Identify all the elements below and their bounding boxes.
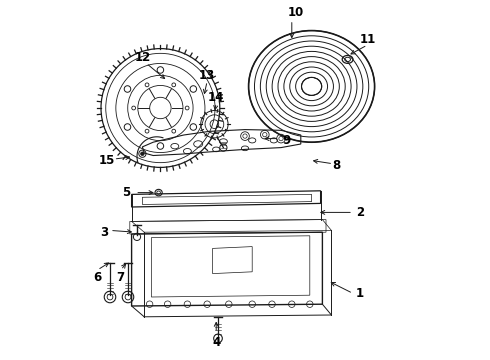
Text: 13: 13 [199, 69, 215, 82]
Text: 1: 1 [356, 287, 364, 300]
Text: 9: 9 [282, 134, 291, 147]
Text: 11: 11 [359, 33, 375, 46]
Circle shape [141, 152, 144, 156]
Text: 15: 15 [98, 154, 115, 167]
Text: 12: 12 [134, 51, 150, 64]
Text: 14: 14 [208, 91, 224, 104]
Text: 8: 8 [333, 159, 341, 172]
Text: 7: 7 [117, 271, 125, 284]
Text: 6: 6 [93, 271, 101, 284]
Text: 2: 2 [356, 206, 364, 219]
Text: 4: 4 [212, 336, 220, 348]
Text: 3: 3 [100, 226, 109, 239]
Text: 5: 5 [122, 186, 130, 199]
Text: 10: 10 [287, 6, 303, 19]
